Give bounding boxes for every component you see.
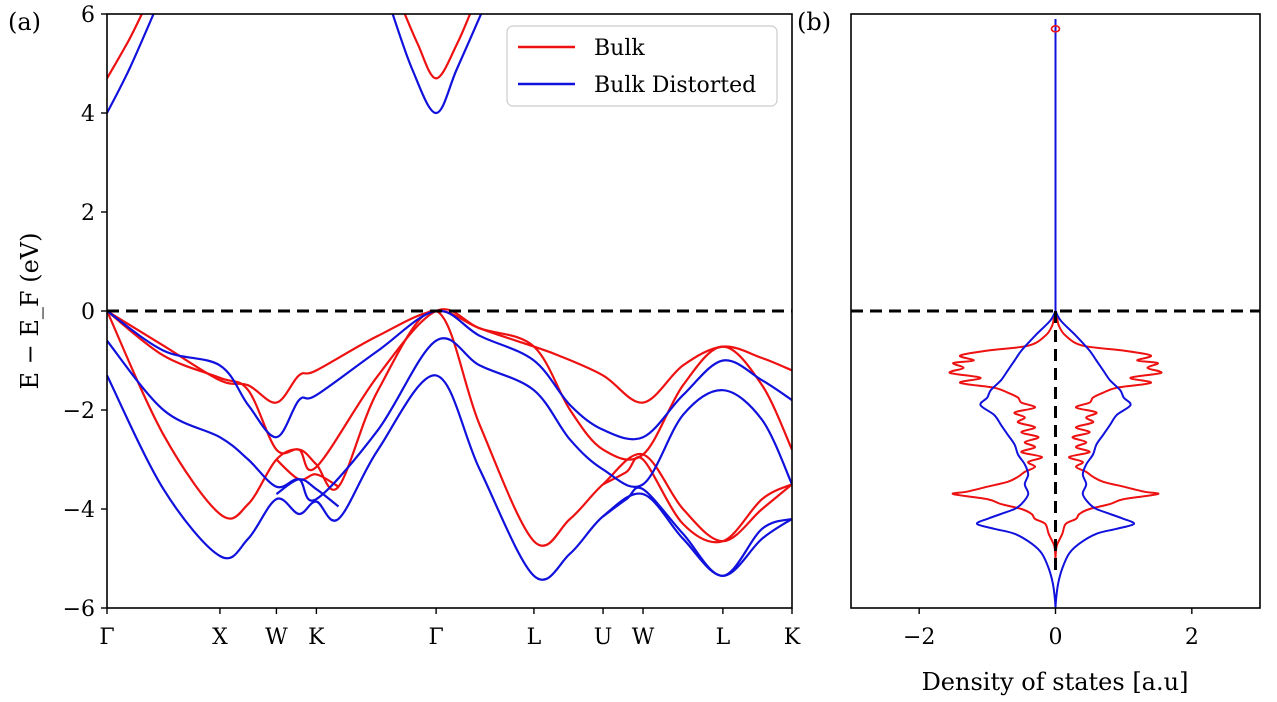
- dos-x-tick-label: 2: [1185, 625, 1199, 650]
- k-point-label: Γ: [428, 625, 443, 650]
- y-tick-label: −6: [63, 597, 95, 622]
- k-point-label: U: [594, 625, 613, 650]
- bulk-distorted-band-3: [275, 478, 340, 508]
- k-point-label: Γ: [99, 625, 114, 650]
- panel-label-a: (a): [8, 8, 41, 36]
- dos-panel: (b) −2 0 2 Density of states [a.u]: [797, 8, 1261, 696]
- bulk-band-3: [275, 458, 340, 488]
- bulk-distorted-band-5: [107, 14, 155, 114]
- y-tick-label: 0: [81, 300, 95, 325]
- dos-x-axis-title: Density of states [a.u]: [922, 668, 1189, 696]
- legend-label-bulk: Bulk: [594, 36, 645, 61]
- y-tick-label: 4: [81, 102, 95, 127]
- k-point-label: X: [212, 625, 228, 650]
- y-tick-label: 2: [81, 201, 95, 226]
- bulk-band-4: [602, 456, 792, 544]
- k-point-label: K: [308, 625, 325, 650]
- bulk-distorted-dos-left: [976, 310, 1057, 608]
- bulk-distorted-band-2: [107, 374, 792, 581]
- bulk-distorted-band-1: [107, 337, 792, 502]
- bulk-distorted-band-4: [602, 486, 792, 577]
- bulk-distorted-band-6: [391, 14, 483, 115]
- k-point-label: W: [632, 625, 655, 650]
- y-tick-label: −2: [63, 399, 95, 424]
- bulk-band-2: [107, 309, 792, 547]
- k-point-label: L: [527, 625, 542, 650]
- bulk-dos-left: [948, 310, 1057, 559]
- dos-x-axis-ticks: −2 0 2: [903, 608, 1199, 650]
- bulk-band-6: [403, 14, 472, 80]
- dos-x-tick-label: 0: [1049, 625, 1063, 650]
- panel-label-b: (b): [797, 8, 831, 36]
- dos-x-tick-label: −2: [903, 625, 935, 650]
- y-tick-label: −4: [63, 498, 95, 523]
- bulk-distorted-band-0: [107, 309, 792, 441]
- y-axis-title: E − E_F (eV): [16, 233, 44, 390]
- bulk-distorted-dos-right: [1054, 310, 1135, 608]
- dos-upper-feature: [1050, 25, 1061, 33]
- k-point-label: K: [784, 625, 801, 650]
- bulk-dos-right: [1054, 310, 1163, 559]
- bulk-band-5: [107, 14, 144, 79]
- legend-label-bulk-distorted: Bulk Distorted: [594, 73, 756, 98]
- y-axis-ticks: −6 −4 −2 0 2 4 6: [63, 3, 107, 622]
- k-point-label: W: [265, 625, 288, 650]
- dos-lines: [948, 18, 1163, 608]
- legend: Bulk Bulk Distorted: [506, 25, 778, 107]
- y-tick-label: 6: [81, 3, 95, 28]
- k-point-label: L: [716, 625, 731, 650]
